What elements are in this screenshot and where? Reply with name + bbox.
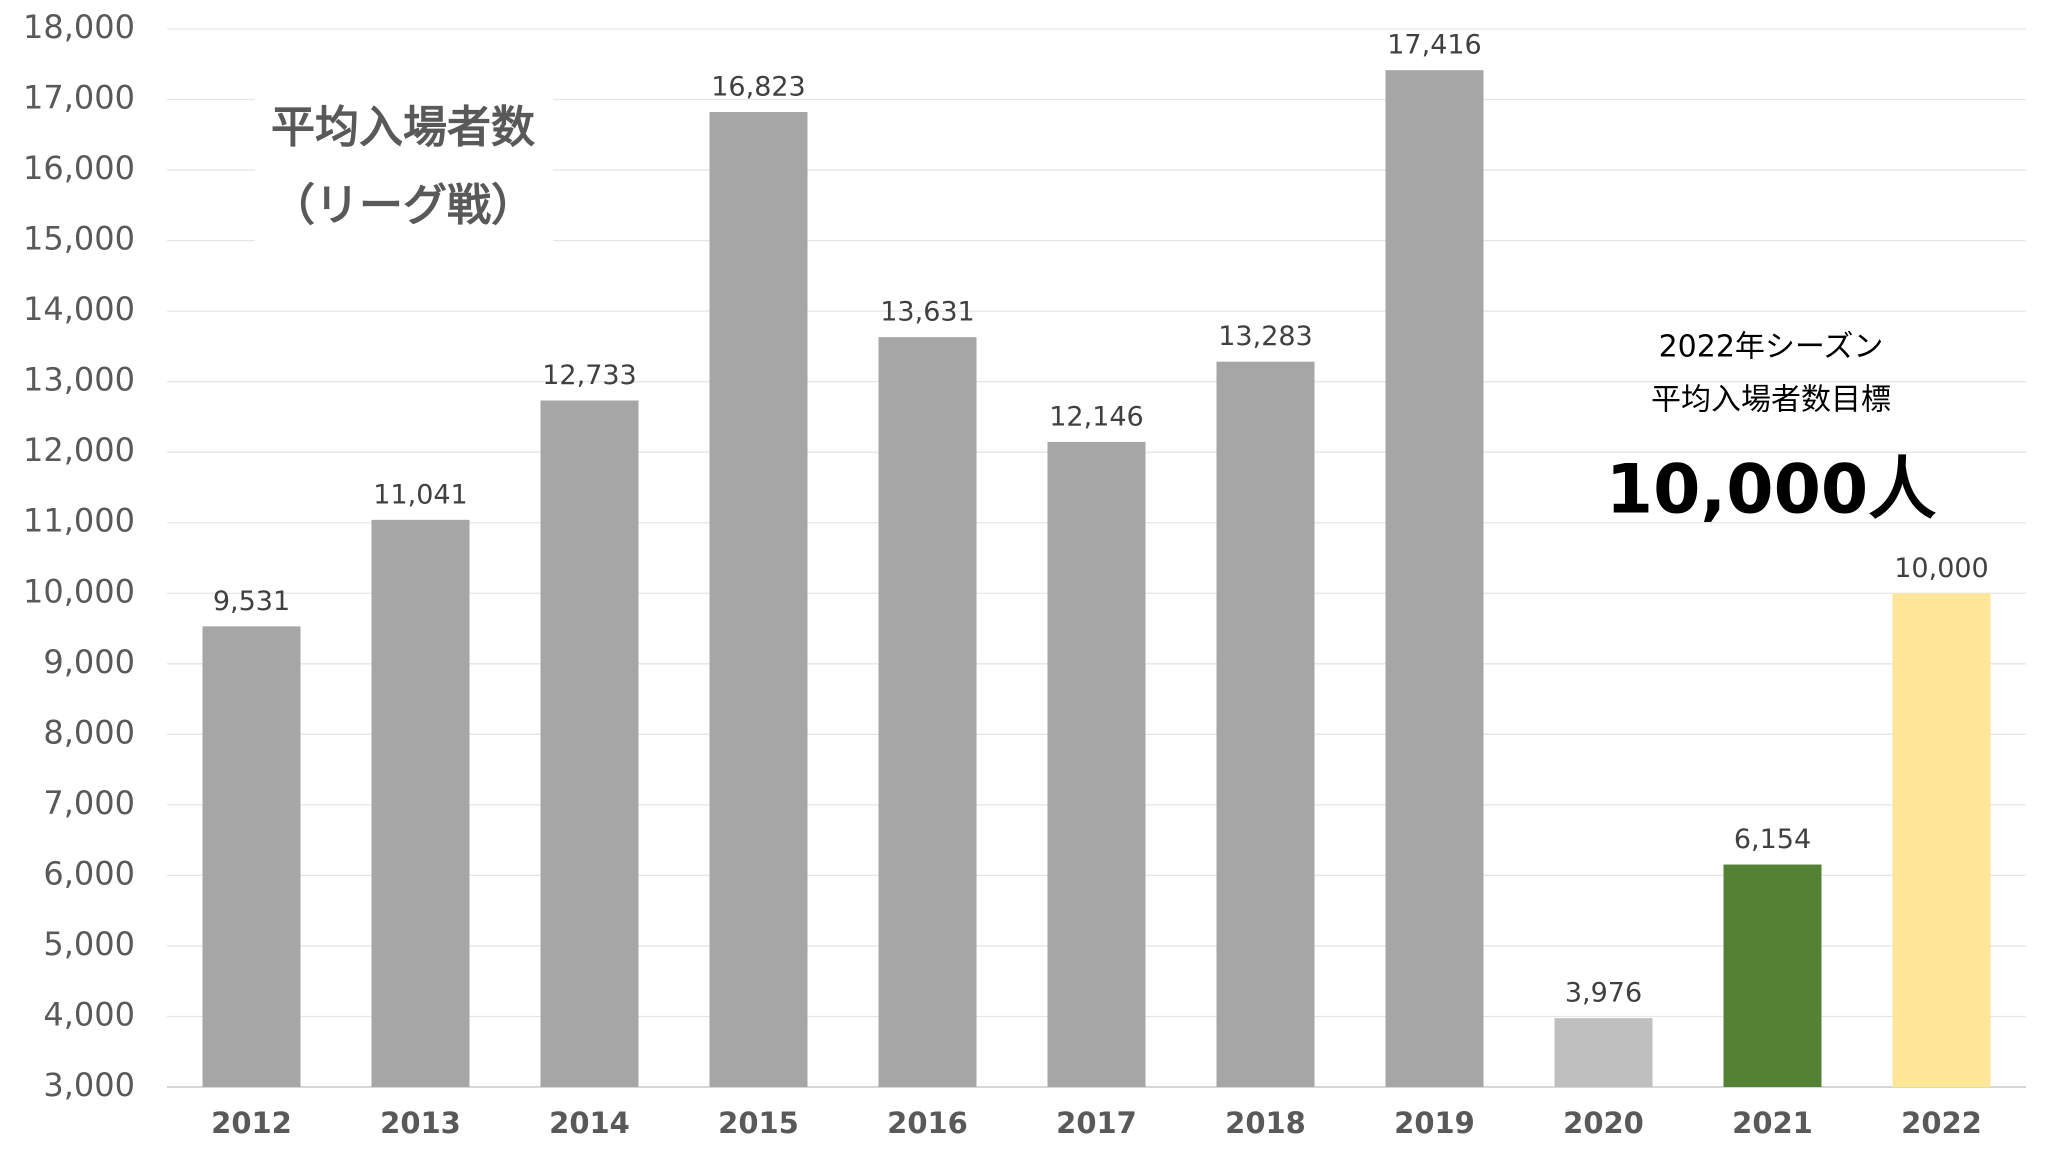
- x-tick-label: 2016: [887, 1106, 968, 1140]
- y-tick-label: 13,000: [23, 361, 135, 399]
- bar: [1216, 361, 1315, 1088]
- data-label: 6,154: [1734, 824, 1811, 855]
- bar: [1047, 441, 1146, 1088]
- data-label: 13,283: [1218, 321, 1312, 352]
- y-tick-label: 10,000: [23, 572, 135, 610]
- y-tick-label: 18,000: [23, 8, 135, 46]
- data-label: 12,733: [542, 360, 636, 391]
- annotation-highlight: 10,000人: [1606, 451, 1936, 530]
- y-tick-label: 17,000: [23, 79, 135, 117]
- bar: [878, 337, 977, 1087]
- annotation: 平均入場者数目標: [1651, 383, 1891, 418]
- y-tick-label: 8,000: [43, 713, 135, 751]
- y-tick-label: 9,000: [43, 643, 135, 681]
- data-label: 10,000: [1894, 553, 1988, 584]
- bar: [1723, 864, 1822, 1087]
- x-tick-label: 2014: [549, 1106, 630, 1140]
- bar: [709, 112, 808, 1088]
- chart-title: 平均入場者数: [271, 102, 535, 153]
- data-label: 13,631: [880, 297, 974, 328]
- y-tick-label: 14,000: [23, 290, 135, 328]
- y-tick-label: 12,000: [23, 431, 135, 469]
- x-tick-label: 2017: [1056, 1106, 1137, 1140]
- x-tick-label: 2015: [718, 1106, 799, 1140]
- data-label: 16,823: [711, 72, 805, 103]
- y-tick-label: 11,000: [23, 502, 135, 540]
- x-tick-label: 2012: [211, 1106, 292, 1140]
- y-tick-label: 15,000: [23, 220, 135, 258]
- bar: [1892, 593, 1991, 1087]
- data-label: 12,146: [1049, 401, 1143, 432]
- bar: [1385, 70, 1484, 1087]
- x-tick-label: 2013: [380, 1106, 461, 1140]
- y-tick-label: 7,000: [43, 784, 135, 822]
- bar: [1554, 1018, 1653, 1087]
- y-tick-label: 5,000: [43, 925, 135, 963]
- y-tick-label: 16,000: [23, 149, 135, 187]
- bar: [540, 400, 639, 1088]
- bar: [202, 626, 301, 1087]
- y-tick-label: 6,000: [43, 854, 135, 892]
- data-label: 9,531: [213, 586, 290, 617]
- bar: [371, 519, 470, 1087]
- y-tick-label: 3,000: [43, 1066, 135, 1104]
- annotation: 2022年シーズン: [1659, 330, 1884, 365]
- chart-subtitle: （リーグ戦）: [271, 180, 535, 231]
- x-tick-label: 2020: [1563, 1106, 1644, 1140]
- y-tick-label: 4,000: [43, 995, 135, 1033]
- data-label: 11,041: [373, 479, 467, 510]
- x-tick-label: 2019: [1394, 1106, 1475, 1140]
- x-tick-label: 2022: [1901, 1106, 1982, 1140]
- data-label: 3,976: [1565, 978, 1642, 1009]
- data-label: 17,416: [1387, 30, 1481, 61]
- x-tick-label: 2021: [1732, 1106, 1813, 1140]
- x-tick-label: 2018: [1225, 1106, 1306, 1140]
- title-background: [255, 95, 553, 245]
